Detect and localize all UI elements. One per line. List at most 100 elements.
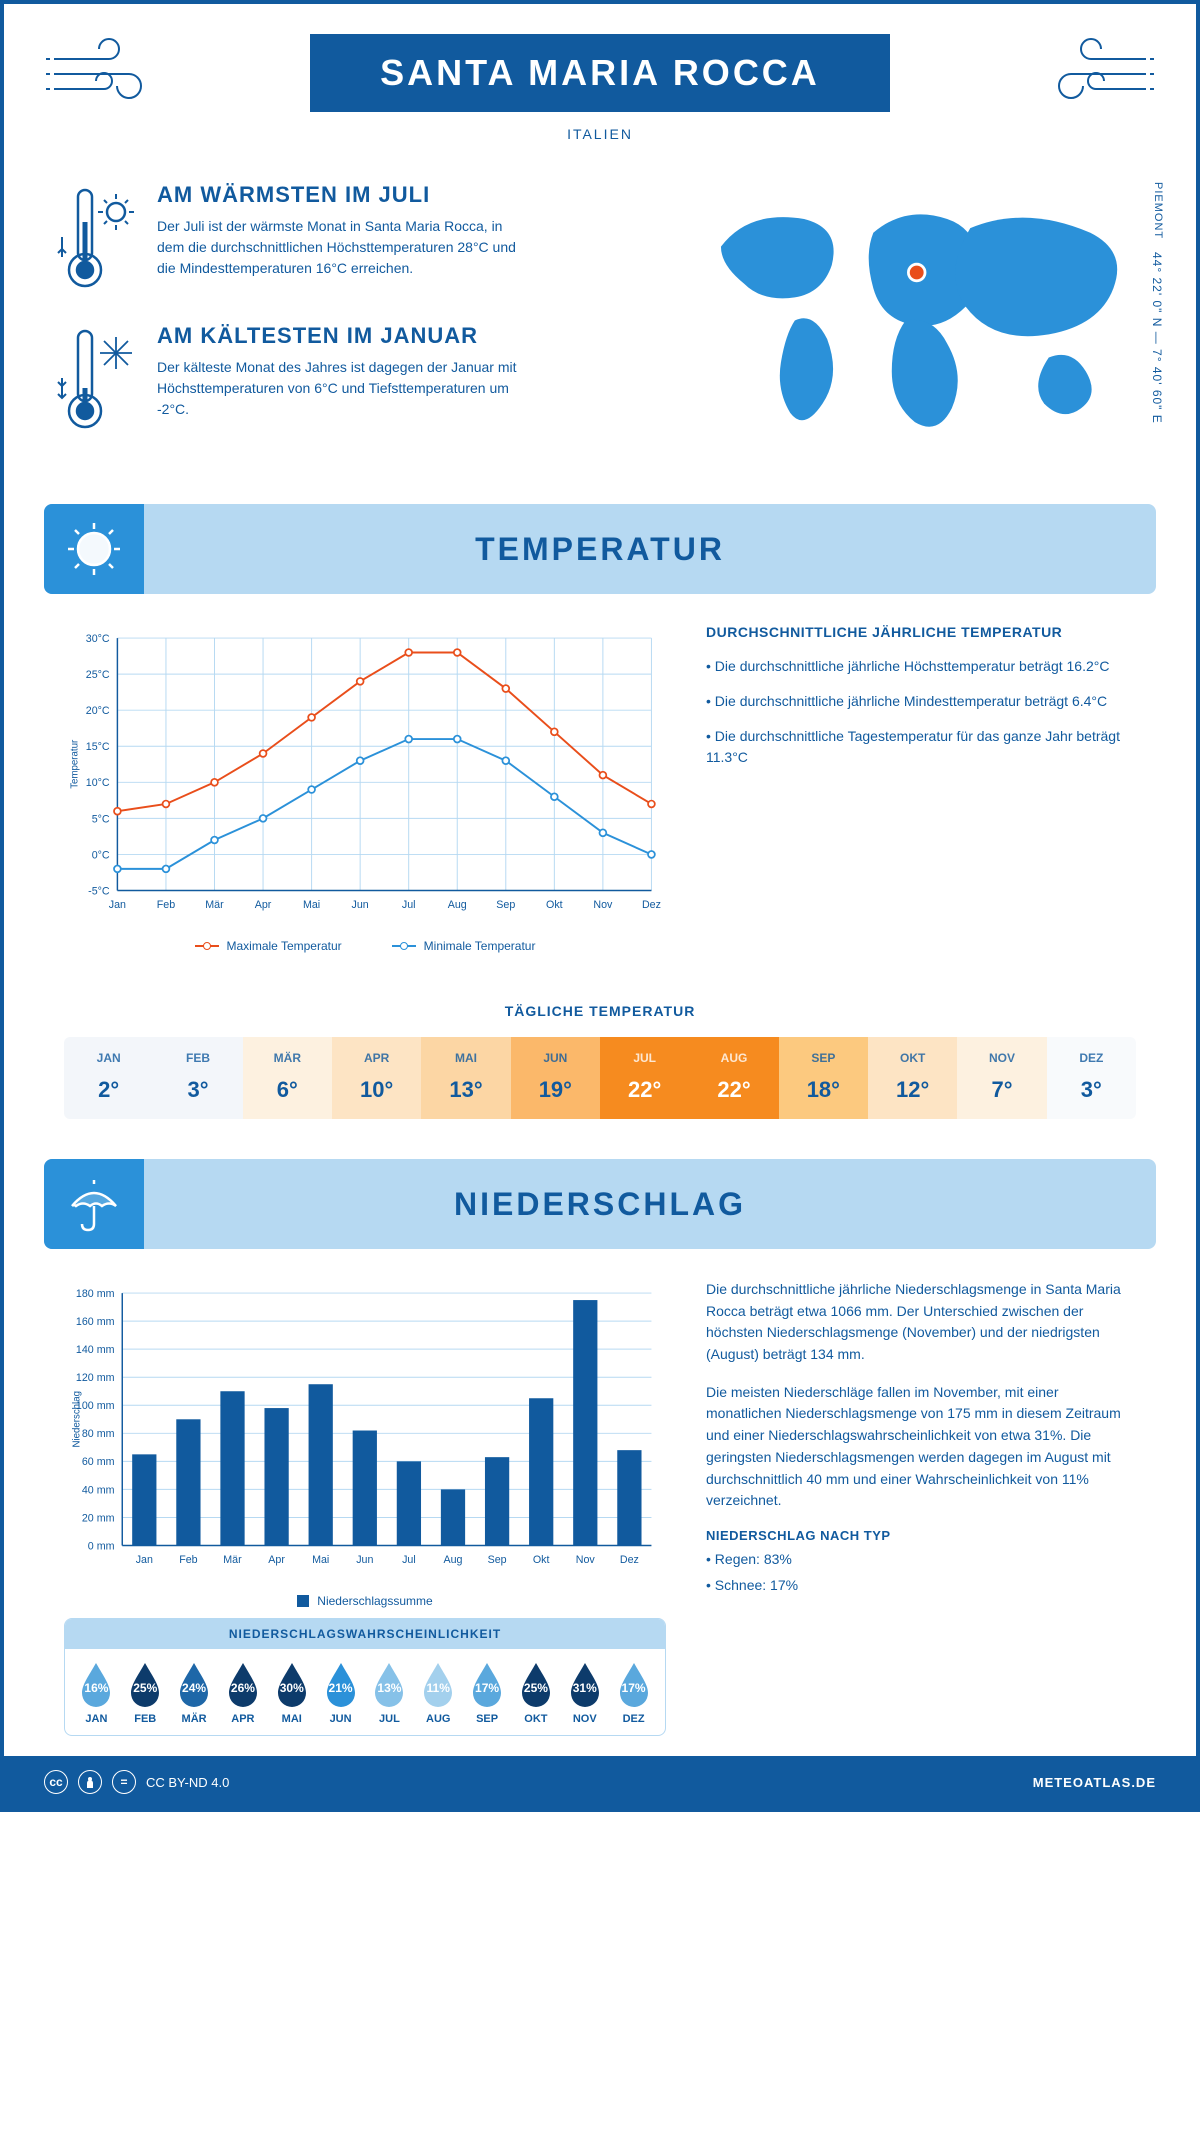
probability-cell: 21% JUN bbox=[317, 1661, 364, 1725]
probability-value: 13% bbox=[377, 1681, 401, 1695]
raindrop-icon: 25% bbox=[127, 1661, 163, 1707]
stats-bullet: • Die durchschnittliche jährliche Mindes… bbox=[706, 691, 1136, 712]
svg-text:120 mm: 120 mm bbox=[76, 1372, 115, 1384]
nd-icon: = bbox=[112, 1770, 136, 1794]
raindrop-icon: 17% bbox=[616, 1661, 652, 1707]
svg-text:10°C: 10°C bbox=[86, 777, 110, 789]
probability-value: 25% bbox=[524, 1681, 548, 1695]
raindrop-icon: 21% bbox=[323, 1661, 359, 1707]
temp-cell-value: 7° bbox=[961, 1077, 1042, 1103]
svg-text:Apr: Apr bbox=[268, 1554, 285, 1566]
temperature-content: -5°C0°C5°C10°C15°C20°C25°C30°CJanFebMärA… bbox=[4, 624, 1196, 973]
infographic-frame: SANTA MARIA ROCCA ITALIEN bbox=[0, 0, 1200, 1812]
thermometer-cold-icon bbox=[54, 323, 139, 438]
temp-cell-value: 12° bbox=[872, 1077, 953, 1103]
temp-cell: NOV7° bbox=[957, 1037, 1046, 1119]
probability-month: DEZ bbox=[610, 1713, 657, 1725]
svg-text:Jul: Jul bbox=[402, 899, 416, 911]
probability-value: 16% bbox=[84, 1681, 108, 1695]
probability-cell: 16% JAN bbox=[73, 1661, 120, 1725]
coordinates: 44° 22' 0" N — 7° 40' 60" E bbox=[1150, 252, 1164, 424]
svg-text:Jan: Jan bbox=[136, 1554, 153, 1566]
probability-month: MÄR bbox=[171, 1713, 218, 1725]
temp-cell: SEP18° bbox=[779, 1037, 868, 1119]
by-icon bbox=[78, 1770, 102, 1794]
warmest-block: AM WÄRMSTEN IM JULI Der Juli ist der wär… bbox=[54, 182, 654, 297]
svg-text:Sep: Sep bbox=[496, 899, 515, 911]
probability-value: 31% bbox=[573, 1681, 597, 1695]
svg-text:Okt: Okt bbox=[533, 1554, 550, 1566]
license-text: CC BY-ND 4.0 bbox=[146, 1775, 229, 1790]
probability-value: 24% bbox=[182, 1681, 206, 1695]
svg-text:180 mm: 180 mm bbox=[76, 1288, 115, 1300]
probability-cell: 13% JUL bbox=[366, 1661, 413, 1725]
temperature-line-chart: -5°C0°C5°C10°C15°C20°C25°C30°CJanFebMärA… bbox=[64, 624, 666, 924]
svg-text:Temperatur: Temperatur bbox=[70, 739, 81, 789]
temp-cell-value: 22° bbox=[604, 1077, 685, 1103]
precip-type-bullet: • Schnee: 17% bbox=[706, 1575, 1136, 1597]
raindrop-icon: 26% bbox=[225, 1661, 261, 1707]
probability-value: 21% bbox=[329, 1681, 353, 1695]
temp-cell-month: AUG bbox=[693, 1051, 774, 1065]
probability-value: 17% bbox=[475, 1681, 499, 1695]
temp-cell: DEZ 3° bbox=[1047, 1037, 1136, 1119]
temp-cell-month: DEZ bbox=[1051, 1051, 1132, 1065]
temp-cell-month: JUN bbox=[515, 1051, 596, 1065]
svg-text:60 mm: 60 mm bbox=[82, 1456, 115, 1468]
temp-cell-month: JAN bbox=[68, 1051, 149, 1065]
probability-box: NIEDERSCHLAGSWAHRSCHEINLICHKEIT 16% JAN … bbox=[64, 1618, 666, 1736]
temp-cell: JUL 22° bbox=[600, 1037, 689, 1119]
probability-month: MAI bbox=[268, 1713, 315, 1725]
probability-value: 17% bbox=[622, 1681, 646, 1695]
svg-text:Mär: Mär bbox=[223, 1554, 242, 1566]
svg-text:Feb: Feb bbox=[157, 899, 175, 911]
probability-cell: 25% FEB bbox=[122, 1661, 169, 1725]
wind-icon-right bbox=[1036, 34, 1156, 119]
precip-para-1: Die durchschnittliche jährliche Niedersc… bbox=[706, 1279, 1136, 1366]
temp-cell-month: MÄR bbox=[247, 1051, 328, 1065]
probability-title: NIEDERSCHLAGSWAHRSCHEINLICHKEIT bbox=[65, 1619, 665, 1649]
legend-min: .legend-item:nth-child(2) .legend-line::… bbox=[392, 939, 536, 953]
stats-bullet: • Die durchschnittliche jährliche Höchst… bbox=[706, 656, 1136, 677]
svg-text:30°C: 30°C bbox=[86, 633, 110, 645]
coldest-block: AM KÄLTESTEN IM JANUAR Der kälteste Mona… bbox=[54, 323, 654, 438]
temp-cell-value: 3° bbox=[1051, 1077, 1132, 1103]
probability-month: JUL bbox=[366, 1713, 413, 1725]
svg-text:Nov: Nov bbox=[576, 1554, 596, 1566]
probability-month: FEB bbox=[122, 1713, 169, 1725]
svg-text:0 mm: 0 mm bbox=[88, 1540, 115, 1552]
temperature-stats: DURCHSCHNITTLICHE JÄHRLICHE TEMPERATUR •… bbox=[706, 624, 1136, 953]
probability-value: 25% bbox=[133, 1681, 157, 1695]
probability-cell: 25% OKT bbox=[512, 1661, 559, 1725]
svg-text:-5°C: -5°C bbox=[88, 885, 110, 897]
temp-cell: MÄR6° bbox=[243, 1037, 332, 1119]
probability-cell: 30% MAI bbox=[268, 1661, 315, 1725]
country-label: ITALIEN bbox=[567, 126, 633, 142]
warmest-heading: AM WÄRMSTEN IM JULI bbox=[157, 182, 517, 208]
raindrop-icon: 16% bbox=[78, 1661, 114, 1707]
temp-cell: OKT12° bbox=[868, 1037, 957, 1119]
svg-text:20°C: 20°C bbox=[86, 705, 110, 717]
svg-text:Mai: Mai bbox=[303, 899, 320, 911]
probability-month: JUN bbox=[317, 1713, 364, 1725]
temperature-banner: TEMPERATUR bbox=[44, 504, 1156, 594]
sun-icon bbox=[44, 504, 144, 594]
temp-cell-value: 18° bbox=[783, 1077, 864, 1103]
legend-min-label: Minimale Temperatur bbox=[424, 939, 536, 953]
svg-text:Okt: Okt bbox=[546, 899, 563, 911]
world-map-block: PIEMONT 44° 22' 0" N — 7° 40' 60" E bbox=[684, 182, 1146, 464]
svg-text:Sep: Sep bbox=[488, 1554, 507, 1566]
legend-precip-sum: Niederschlagssumme bbox=[297, 1594, 432, 1608]
temp-cell-value: 22° bbox=[693, 1077, 774, 1103]
svg-text:Aug: Aug bbox=[448, 899, 467, 911]
precipitation-banner: NIEDERSCHLAG bbox=[44, 1159, 1156, 1249]
svg-text:Nov: Nov bbox=[593, 899, 613, 911]
page-title: SANTA MARIA ROCCA bbox=[310, 34, 890, 112]
raindrop-icon: 11% bbox=[420, 1661, 456, 1707]
raindrop-icon: 25% bbox=[518, 1661, 554, 1707]
svg-text:0°C: 0°C bbox=[92, 849, 110, 861]
svg-text:Niederschlag: Niederschlag bbox=[72, 1391, 83, 1448]
temp-cell-month: JUL bbox=[604, 1051, 685, 1065]
temp-cell: JUN19° bbox=[511, 1037, 600, 1119]
probability-value: 30% bbox=[280, 1681, 304, 1695]
